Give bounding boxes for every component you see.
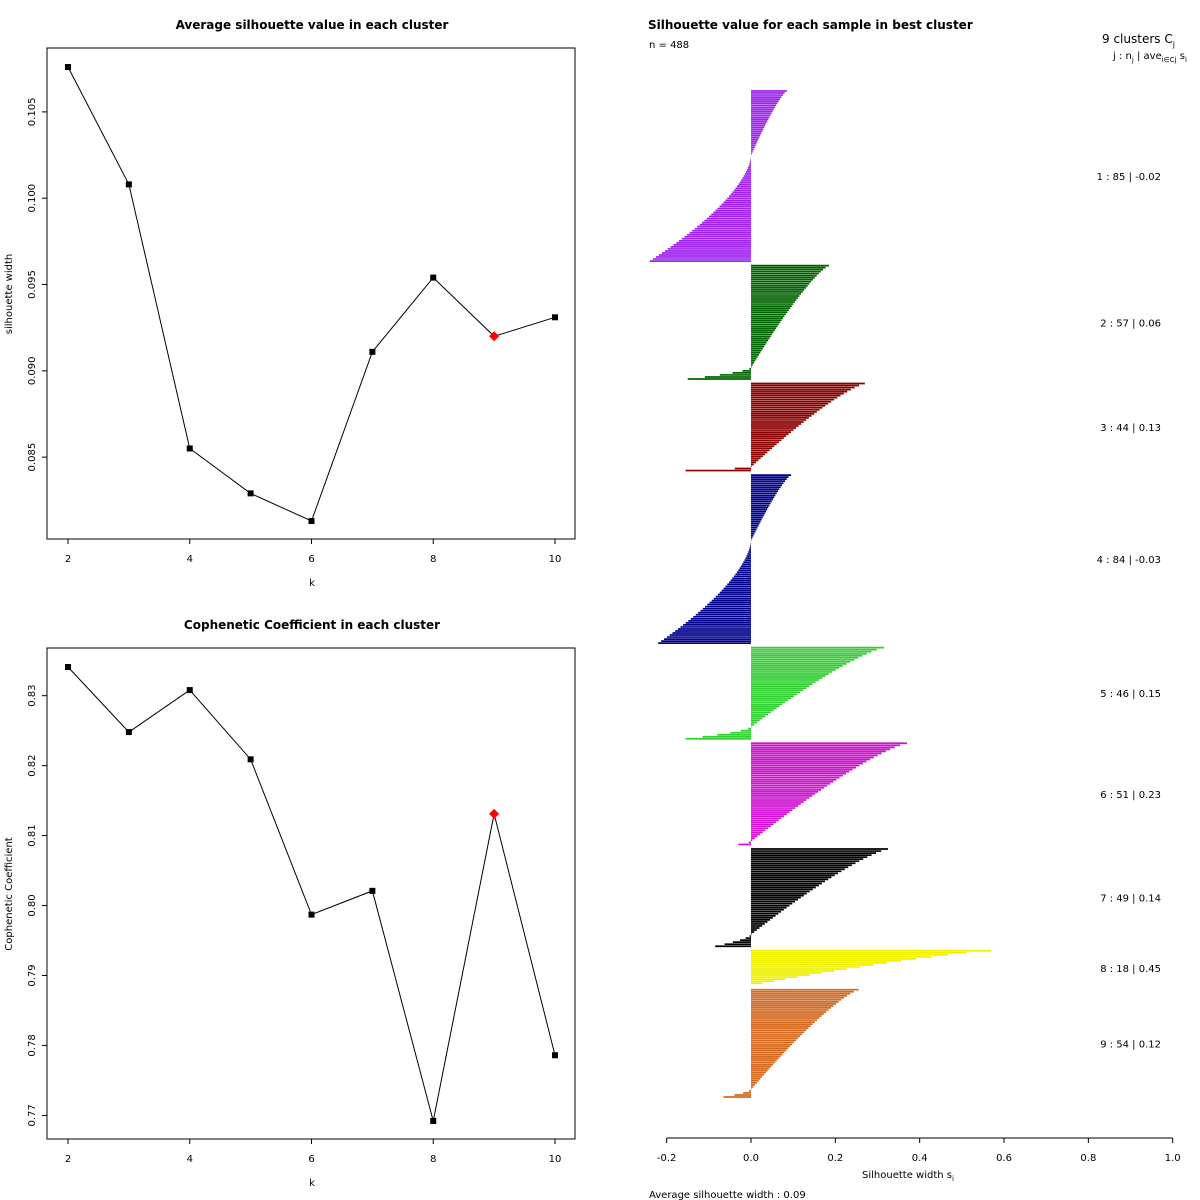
x-tick-label: 10 [549,1154,562,1165]
data-point [247,756,254,763]
y-tick-label: 0.82 [27,755,38,777]
cluster-1-label: 1 : 85 | -0.02 [1097,172,1161,183]
data-point [552,1052,558,1059]
x-tick-label: 0.2 [827,1153,843,1164]
x-tick-label: 2 [65,554,71,565]
x-tick-label: 4 [187,554,193,565]
x-tick-label: 0.0 [743,1153,759,1164]
cluster-2-bars [687,264,830,380]
x-tick-label: 8 [430,1154,436,1165]
x-tick-label: 8 [430,554,436,565]
cluster-6-bars [738,742,908,846]
data-point [308,518,315,524]
cluster-5-bars [685,646,884,740]
data-point [369,887,376,894]
cluster-stats-header: j : nj | avei∈Cj si [1112,51,1187,64]
data-point [65,664,71,670]
cophenetic-by-k-ylabel: Cophenetic Coefficient [4,837,15,950]
cophenetic-by-k-xlabel: k [309,1178,315,1189]
x-tick-label: 1.0 [1165,1153,1181,1164]
data-point [247,490,254,497]
cophenetic-by-k-title: Cophenetic Coefficient in each cluster [184,618,440,632]
data-point [186,687,193,694]
y-tick-label: 0.80 [27,894,38,916]
cluster-8-bars [751,949,992,984]
highlight-point [489,331,500,342]
y-tick-label: 0.095 [27,270,38,299]
cluster-7-bars [715,848,889,948]
cluster-8-label: 8 : 18 | 0.45 [1100,964,1161,975]
y-tick-label: 0.090 [27,356,38,385]
y-tick-label: 0.83 [27,685,38,707]
data-point [125,729,132,736]
y-tick-label: 0.105 [27,98,38,127]
data-point [430,274,437,281]
data-point [369,348,376,355]
data-point [65,64,71,70]
silhouette-by-k-panel: Average silhouette value in each cluster… [4,18,576,589]
data-point [308,911,315,918]
x-tick-label: 6 [308,1154,314,1165]
y-tick-label: 0.81 [27,824,38,846]
cluster-9-label: 9 : 54 | 0.12 [1100,1039,1161,1050]
highlight-point [489,808,500,819]
x-tick-label: -0.2 [657,1153,677,1164]
series-line [67,66,556,522]
cluster-3-bars [685,382,865,472]
sample-count-label: n = 488 [649,40,689,51]
silhouette-xlabel: Silhouette width si [862,1170,954,1183]
silhouette-plot-title: Silhouette value for each sample in best… [648,18,973,32]
cluster-4-bars [658,474,792,644]
cluster-3-label: 3 : 44 | 0.13 [1100,423,1161,434]
y-tick-label: 0.085 [27,443,38,472]
silhouette-by-k-ylabel: silhouette width [4,254,15,334]
y-tick-label: 0.79 [27,964,38,986]
cophenetic-by-k-plot-box [46,647,576,1140]
cluster-4-label: 4 : 84 | -0.03 [1097,555,1161,566]
cluster-6-label: 6 : 51 | 0.23 [1100,790,1161,801]
x-tick-label: 0.4 [912,1153,928,1164]
y-tick-label: 0.78 [27,1034,38,1056]
silhouette-by-k-title: Average silhouette value in each cluster [176,18,449,32]
silhouette-plot-panel: Silhouette value for each sample in best… [648,18,1187,1200]
x-tick-label: 0.8 [1080,1153,1096,1164]
silhouette-by-k-plot-box [46,47,576,540]
silhouette-by-k-xlabel: k [309,578,315,589]
data-point [125,181,132,188]
cluster-7-label: 7 : 49 | 0.14 [1100,894,1161,905]
cluster-count-header: 9 clusters Cj [1102,32,1175,49]
x-tick-label: 4 [187,1154,193,1165]
x-tick-label: 10 [549,554,562,565]
average-silhouette-text: Average silhouette width : 0.09 [649,1190,806,1200]
x-tick-label: 0.6 [996,1153,1012,1164]
series-line [67,666,556,1122]
cluster-9-bars [723,988,859,1098]
x-tick-label: 6 [308,554,314,565]
cophenetic-by-k-panel: Cophenetic Coefficient in each cluster k… [4,618,576,1189]
cluster-2-label: 2 : 57 | 0.06 [1100,318,1161,329]
cluster-5-label: 5 : 46 | 0.15 [1100,689,1161,700]
data-point [552,314,558,321]
cluster-1-bars [649,90,787,262]
y-tick-label: 0.77 [27,1104,38,1126]
y-tick-label: 0.100 [27,184,38,213]
data-point [186,445,193,452]
data-point [430,1118,437,1124]
x-tick-label: 2 [65,1154,71,1165]
